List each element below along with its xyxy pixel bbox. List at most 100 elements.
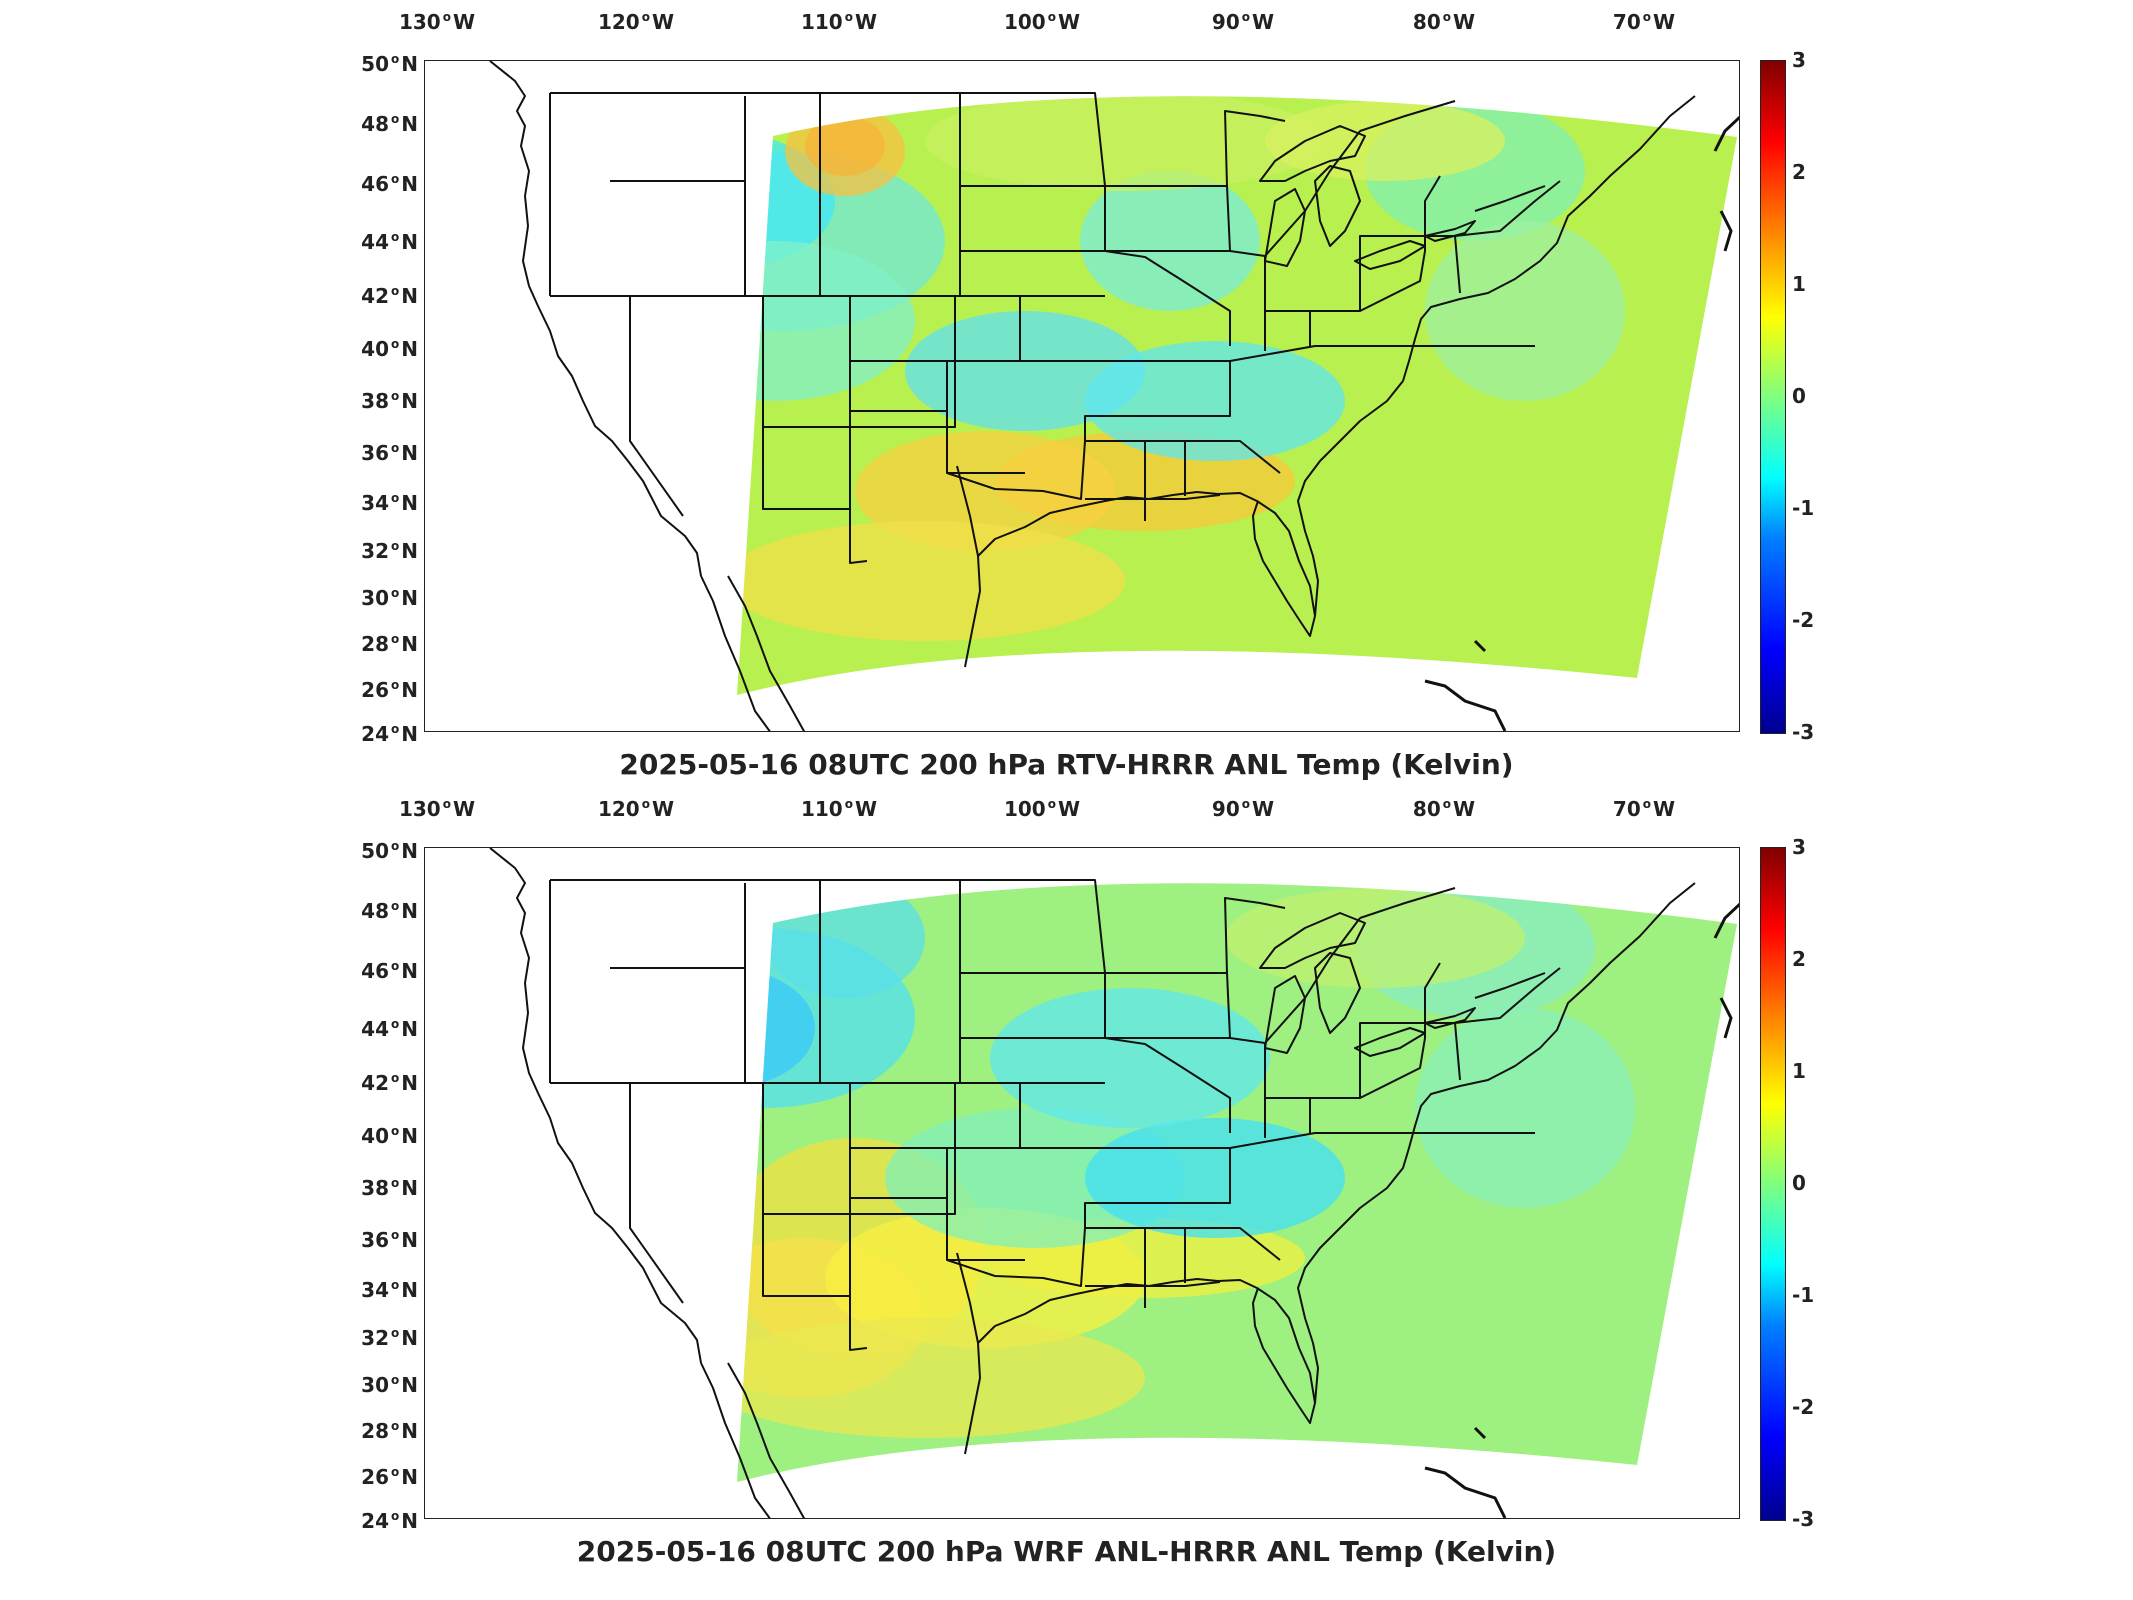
state-border <box>630 295 764 427</box>
coastline <box>700 575 771 731</box>
latitude-tick-label: 24 o N <box>361 722 418 746</box>
colorbar <box>1760 847 1786 1521</box>
state-border <box>1104 1037 1231 1133</box>
state-border <box>1229 345 1535 362</box>
latitude-tick-label: 42 o N <box>361 284 418 308</box>
latitude-tick-label: 28 o N <box>361 1419 418 1443</box>
longitude-tick-label: 130 o W <box>398 10 476 34</box>
state-border <box>762 427 850 510</box>
field-anomalies <box>737 96 1625 641</box>
state-border <box>1454 180 1561 237</box>
panel-1: 130 o W 120 o W 110 o W 100 o W 90 o W 80 o W 70 o W 50 o N 48 o… <box>361 10 1815 781</box>
state-border <box>850 410 1025 474</box>
state-border <box>1019 296 1230 362</box>
map-canvas <box>489 61 1739 731</box>
colorbar-tick-label: 1 <box>1792 272 1806 296</box>
state-border <box>763 296 956 428</box>
state-border <box>1264 917 1361 1044</box>
coastline <box>727 1362 806 1518</box>
state-border <box>1474 972 1546 999</box>
state-border <box>762 1214 850 1297</box>
state-border <box>1424 175 1441 251</box>
state-border <box>1474 185 1546 212</box>
great-lake <box>1259 912 1366 969</box>
latitude-tick-label: 34 o N <box>361 1278 418 1302</box>
state-border <box>959 1038 1105 1084</box>
latitude-tick-label: 38 o N <box>361 1176 418 1200</box>
longitude-tick-label: 80 o W <box>1412 10 1476 34</box>
state-border <box>629 1083 684 1304</box>
state-border <box>1359 887 1456 919</box>
east-coastline <box>1297 882 1696 1404</box>
latitude-tick-label: 32 o N <box>361 539 418 563</box>
coastline <box>489 848 702 1364</box>
colorbar-tick-label: 0 <box>1792 384 1806 408</box>
longitude-tick-label: 120 o W <box>597 10 675 34</box>
gulf-coastline <box>956 465 1316 668</box>
latitude-tick-label: 26 o N <box>361 1465 418 1489</box>
colorbar-tick-label: -3 <box>1792 1507 1815 1531</box>
longitude-tick-label: 70 o W <box>1612 10 1676 34</box>
colorbar-tick-label: 2 <box>1792 160 1806 184</box>
longitude-tick-label: 90 o W <box>1211 10 1275 34</box>
latitude-tick-label: 32 o N <box>361 1326 418 1350</box>
map-frame[interactable] <box>424 847 1740 1519</box>
longitude-tick-label: 130 o W <box>398 797 476 821</box>
great-lake <box>1264 188 1306 267</box>
state-border <box>1104 250 1231 346</box>
state-border <box>946 440 1086 500</box>
colorbar-tick-label: 2 <box>1792 947 1806 971</box>
great-lake <box>1314 952 1361 1034</box>
latitude-tick-label: 42 o N <box>361 1071 418 1095</box>
longitude-tick-label: 110 o W <box>800 10 878 34</box>
state-border <box>1310 1037 1426 1099</box>
state-border <box>1224 110 1286 187</box>
islands <box>1424 902 1739 1518</box>
panel-title: 2025-05-16 08UTC 200 hPa WRF ANL-HRRR AN… <box>576 1535 1557 1568</box>
latitude-tick-label: 50 o N <box>361 52 418 76</box>
coastline <box>489 61 702 577</box>
coastline <box>700 1362 771 1518</box>
colorbar-tick-label: -2 <box>1792 608 1815 632</box>
state-border <box>1085 1281 1221 1287</box>
state-border <box>1224 897 1286 974</box>
map-canvas <box>489 848 1739 1518</box>
latitude-tick-label: 44 o N <box>361 230 418 254</box>
state-border <box>946 1227 1086 1287</box>
state-border <box>959 251 1105 297</box>
latitude-tick-label: 44 o N <box>361 1017 418 1041</box>
state-border <box>850 1197 1025 1261</box>
state-border <box>629 296 684 517</box>
state-border <box>1229 250 1310 312</box>
latitude-tick-label: 36 o N <box>361 441 418 465</box>
islands <box>1424 115 1739 731</box>
coastline <box>727 575 806 731</box>
state-border <box>1454 967 1561 1024</box>
state-border <box>1310 250 1426 312</box>
panel-title: 2025-05-16 08UTC 200 hPa RTV-HRRR ANL Te… <box>619 748 1514 781</box>
colorbar-tick-label: -3 <box>1792 720 1815 744</box>
state-border <box>1084 361 1231 441</box>
colorbar-tick-label: 3 <box>1792 48 1806 72</box>
state-border <box>1359 100 1456 132</box>
state-border <box>849 361 868 564</box>
longitude-tick-label: 80 o W <box>1412 797 1476 821</box>
latitude-tick-label: 48 o N <box>361 899 418 923</box>
great-lake <box>1424 1007 1476 1029</box>
state-border <box>1359 1022 1461 1098</box>
longitude-tick-label: 70 o W <box>1612 797 1676 821</box>
latitude-tick-label: 38 o N <box>361 389 418 413</box>
longitude-tick-label: 110 o W <box>800 797 878 821</box>
latitude-tick-label: 30 o N <box>361 586 418 610</box>
longitude-tick-label: 100 o W <box>1003 10 1081 34</box>
gulf-coastline <box>956 1252 1316 1455</box>
state-border <box>1229 1037 1310 1099</box>
panel-2: 130 o W 120 o W 110 o W 100 o W 90 o W 80 o W 70 o W 50 o N 48 o… <box>0 787 2133 1587</box>
great-lake <box>1264 975 1306 1054</box>
great-lake <box>1424 220 1476 242</box>
state-border <box>1105 185 1231 252</box>
state-border <box>1359 235 1461 311</box>
map-frame[interactable] <box>424 60 1740 732</box>
great-lake <box>1314 165 1361 247</box>
latitude-tick-label: 48 o N <box>361 112 418 136</box>
